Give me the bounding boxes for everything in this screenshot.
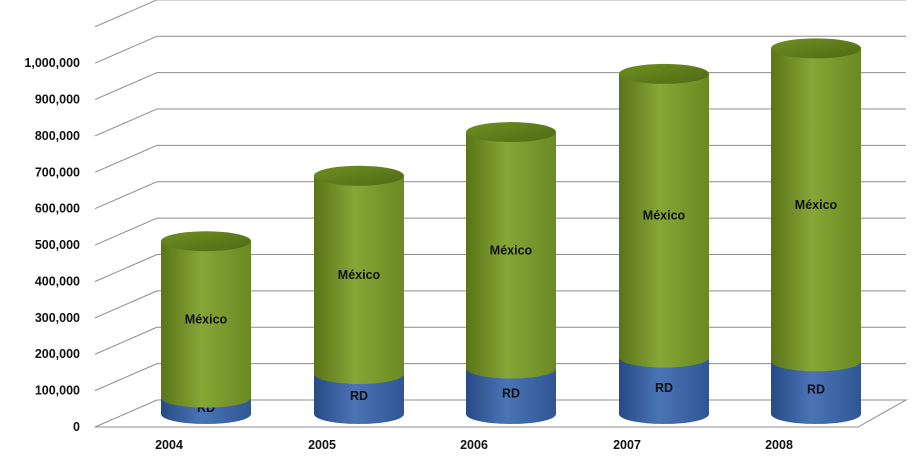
segment-label: RD (807, 383, 825, 397)
gridline-side (94, 72, 158, 101)
cylinder-top-cap (771, 38, 861, 59)
gridline-side (94, 326, 158, 355)
chart-floor (94, 399, 908, 428)
y-tick-label: 400,000 (35, 274, 80, 288)
gridline-side (94, 181, 158, 210)
bar-mexico-2008 (771, 48, 861, 372)
x-tick-label: 2004 (155, 438, 183, 452)
bar-rd-2005 (314, 373, 404, 424)
cylinder-top-cap (619, 63, 709, 84)
bar-mexico-2006 (466, 132, 556, 379)
bar-mexico-2004 (161, 241, 251, 408)
bar-rd-2007 (619, 357, 709, 424)
segment-label: México (338, 268, 381, 282)
segment-label: RD (350, 389, 368, 403)
bar-mexico-2007 (619, 73, 709, 368)
y-tick-label: 600,000 (35, 202, 80, 216)
x-tick-label: 2006 (460, 438, 488, 452)
y-tick-label: 300,000 (35, 311, 80, 325)
segment-label: RD (502, 386, 520, 400)
y-axis-ticks: 0 100,000 200,000 300,000 400,000 500,000 600,… (24, 56, 80, 434)
y-tick-label: 500,000 (35, 238, 80, 252)
y-tick-label: 0 (73, 420, 80, 434)
x-tick-label: 2007 (613, 438, 641, 452)
gridline-side (94, 0, 158, 28)
gridline-side (94, 363, 158, 392)
gridline-side (94, 254, 158, 282)
x-tick-label: 2008 (765, 438, 793, 452)
y-tick-label: 100,000 (35, 384, 80, 398)
y-tick-label: 900,000 (35, 93, 80, 107)
segment-label: México (643, 209, 686, 223)
y-tick-label: 1,000,000 (24, 56, 80, 70)
segment-label: México (795, 198, 838, 212)
x-axis-ticks: 2004 2005 2006 2007 2008 (155, 438, 793, 452)
cylinder-top-cap (314, 165, 404, 186)
gridline-side (94, 217, 158, 246)
gridline-side (94, 144, 158, 173)
y-tick-label: 800,000 (35, 129, 80, 143)
cylinder-top-cap (466, 122, 556, 143)
bar-rd-2006 (466, 368, 556, 424)
cylinder-top-cap (161, 231, 251, 252)
segment-label: México (185, 312, 228, 326)
bar-rd-2008 (771, 361, 861, 424)
gridline-side (94, 290, 158, 319)
segment-label: México (490, 243, 533, 257)
y-tick-label: 700,000 (35, 165, 80, 179)
segment-label: RD (655, 381, 673, 395)
x-tick-label: 2005 (308, 438, 336, 452)
y-tick-label: 200,000 (35, 347, 80, 361)
bar-mexico-2005 (314, 175, 404, 384)
gridline-side (94, 35, 158, 64)
gridline-side (94, 108, 158, 137)
